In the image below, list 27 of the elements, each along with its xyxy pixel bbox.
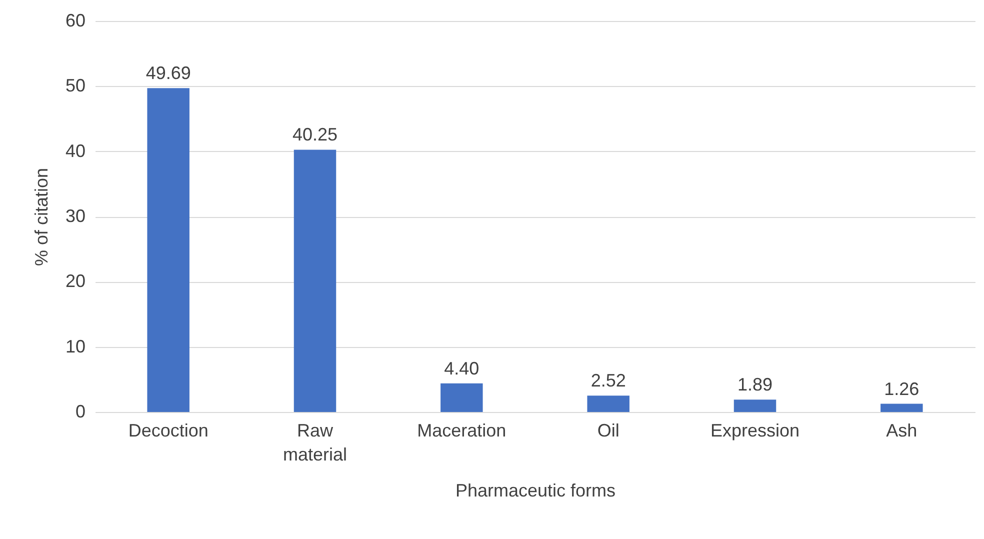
bar [294,150,336,412]
x-tick-label: Ash [886,420,918,440]
y-tick-label: 40 [65,140,86,161]
x-tick-label: Maceration [417,420,506,440]
data-label: 40.25 [292,124,338,145]
y-tick-label: 30 [65,206,86,226]
data-label: 2.52 [590,370,626,391]
bar [147,88,190,412]
bar [880,404,923,412]
x-tick-label: Decoction [128,420,208,440]
y-tick-label: 60 [65,10,86,30]
y-axis-title: % of citation [31,168,52,266]
data-label: 1.89 [737,374,773,395]
data-label: 49.69 [146,63,191,84]
y-tick-label: 0 [75,402,86,422]
bar [587,396,630,412]
data-label: 1.26 [884,378,920,399]
x-tick-label: Oil [597,420,620,440]
bar [734,400,776,412]
y-tick-label: 50 [65,76,86,96]
y-tick-label: 10 [65,336,86,356]
x-tick-label: Raw material [282,420,348,464]
y-tick-label: 20 [65,271,86,292]
data-label: 4.40 [444,358,480,378]
x-axis-title: Pharmaceutic forms [455,480,616,500]
x-tick-label: Expression [710,420,800,440]
bar [440,383,483,412]
